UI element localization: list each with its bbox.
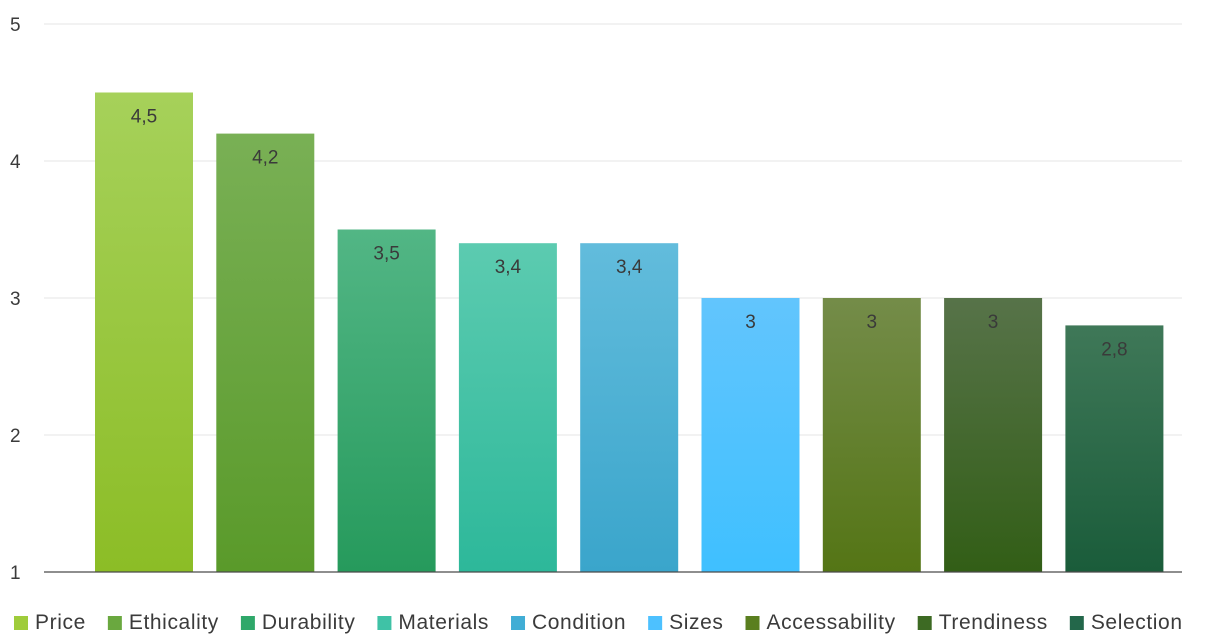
legend-label: Materials [398,611,489,634]
data-labels: 4,5 4,2 3,5 3,4 3,4 3 3 3 2,8 [131,107,1128,361]
legend-swatch [107,616,122,630]
legend-item-condition: Condition [511,611,626,634]
bar-selection [1065,325,1164,572]
legend-item-durability: Durability [240,611,356,634]
legend-swatch [377,616,392,630]
bar-ethicality [216,133,315,572]
legend-swatch [14,616,28,630]
y-tick-label: 5 [10,15,21,36]
y-tick-label: 3 [10,289,21,310]
legend-label: Trendiness [939,611,1048,634]
y-tick-label: 4 [10,152,21,173]
data-label-price: 4,5 [131,107,157,128]
legend-item-trendiness: Trendiness [917,611,1048,634]
legend-item-selection: Selection [1069,611,1183,634]
data-label-selection: 2,8 [1101,339,1127,360]
legend-item-materials: Materials [377,611,489,634]
bars [95,92,1164,572]
legend-item-price: Price [14,611,86,634]
legend-item-ethicality: Ethicality [107,611,219,634]
data-label-materials: 3,4 [495,257,522,278]
legend-swatch [917,616,932,630]
bar-durability [337,229,436,572]
data-label-sizes: 3 [745,312,756,333]
legend-label: Accessability [767,611,896,634]
legend-swatch [240,616,255,630]
bar-sizes [701,298,800,572]
legend-item-sizes: Sizes [648,611,723,634]
data-label-trendiness: 3 [988,312,999,333]
legend-label: Price [35,611,86,634]
legend-swatch [648,616,663,630]
legend-label: Selection [1091,611,1183,634]
y-tick-label: 1 [10,563,21,584]
legend-swatch [1069,616,1084,630]
y-tick-label: 2 [10,426,21,447]
data-label-accessability: 3 [867,312,878,333]
bar-accessability [822,298,921,572]
legend-swatch [511,616,526,630]
data-label-durability: 3,5 [373,244,399,265]
bar-condition [580,243,679,572]
legend-label: Ethicality [129,611,219,634]
y-axis-tick-labels: 1 2 3 4 5 [10,15,21,584]
legend-label: Sizes [669,611,723,634]
legend-item-accessability: Accessability [745,611,896,634]
bar-price [95,92,193,572]
data-label-ethicality: 4,2 [252,148,278,169]
legend-label: Durability [262,611,356,634]
data-label-condition: 3,4 [616,257,643,278]
legend-label: Condition [532,611,626,634]
legend-swatch [745,616,760,630]
bar-materials [458,243,557,572]
legend: Price Ethicality Durability Materials Condit… [14,611,1183,634]
bar-trendiness [944,298,1043,572]
